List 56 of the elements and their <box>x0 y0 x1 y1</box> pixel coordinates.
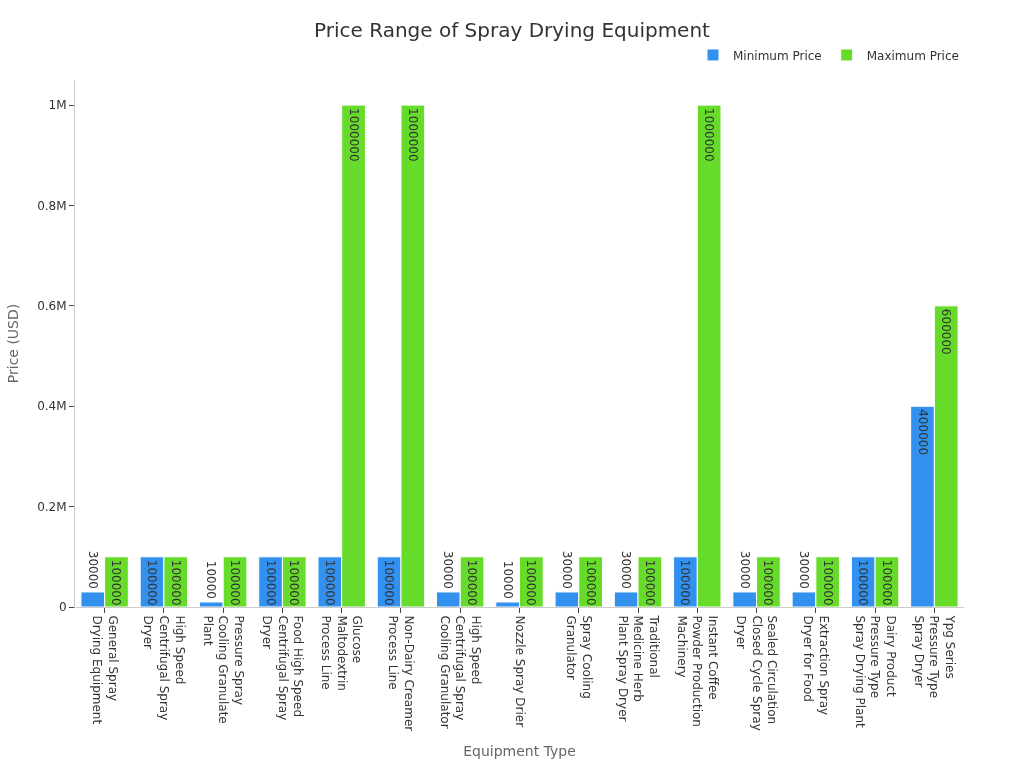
y-tick-label: 1M <box>48 98 67 113</box>
y-tick-label: 0.2M <box>37 499 67 514</box>
data-label: 100000 <box>678 559 693 606</box>
data-label: 1000000 <box>702 108 717 162</box>
data-label: 100000 <box>322 559 337 606</box>
y-axis-title: Price (USD) <box>4 303 21 384</box>
data-label: 100000 <box>263 559 278 606</box>
data-label: 30000 <box>619 550 634 589</box>
x-tick-label: General Spray Drying Equipment <box>89 615 120 725</box>
x-tick-label: Pressure Spray Cooling Granulate Plant <box>200 615 246 724</box>
data-label: 600000 <box>939 308 954 355</box>
data-label: 30000 <box>737 550 752 589</box>
data-label: 100000 <box>820 559 835 606</box>
x-tick-label: Extraction Spray Dryer for Food <box>801 615 831 716</box>
y-tick-label: 0.4M <box>37 399 67 414</box>
x-tick-label: Glucose Maltodextrin Process Line <box>319 615 365 691</box>
x-tick-label: Dairy Product Pressure Type Spray Drying Plant <box>852 615 898 729</box>
x-tick-label: High Speed Centrifugal Spray Dryer <box>141 615 187 721</box>
data-label: 30000 <box>85 550 100 589</box>
data-label: 10000 <box>204 560 219 599</box>
data-label: 100000 <box>145 559 160 606</box>
x-tick-label: Nozzle Spray Drier <box>512 615 527 728</box>
data-label: 100000 <box>168 559 183 606</box>
data-label: 100000 <box>583 559 598 606</box>
x-tick-label: Food High Speed Centrifugal Spray Dryer <box>259 615 306 721</box>
y-tick-label: 0.6M <box>37 299 67 314</box>
data-label: 100000 <box>109 559 124 606</box>
data-label: 100000 <box>856 559 871 606</box>
x-tick-label: Instant Coffee Powder Production Machinery <box>674 615 720 727</box>
x-tick-label: Spray Cooling Granulator <box>564 615 594 699</box>
data-label: 100000 <box>382 559 397 606</box>
y-tick-label: 0 <box>58 600 67 615</box>
legend-label: Minimum Price <box>733 48 822 63</box>
data-label: 100000 <box>761 559 776 606</box>
data-label: 100000 <box>879 559 894 606</box>
data-label: 30000 <box>441 550 456 589</box>
y-tick-label: 0.8M <box>37 198 67 213</box>
x-tick-label: Non-Dairy Creamer Process Line <box>386 615 416 732</box>
x-tick-label: Sealed Circulation Closed Cycle Spray Dryer <box>734 615 780 731</box>
data-label: 100000 <box>228 559 243 606</box>
x-tick-label: Traditional Medicine Herb Plant Spray Dryer <box>615 614 661 722</box>
chart-title: Price Range of Spray Drying Equipment <box>314 18 711 43</box>
data-label: 1000000 <box>405 108 420 162</box>
data-label: 1000000 <box>346 108 361 162</box>
data-label: 100000 <box>642 559 657 606</box>
data-label: 30000 <box>796 550 811 589</box>
legend-label: Maximum Price <box>866 48 959 63</box>
data-label: 100000 <box>524 559 539 606</box>
data-label: 400000 <box>915 409 930 456</box>
data-label: 30000 <box>559 550 574 589</box>
data-label: 10000 <box>500 560 515 599</box>
data-label: 100000 <box>465 559 480 606</box>
x-tick-label: High Speed Centrifugal Spray Cooling Granulator <box>437 615 483 729</box>
x-axis-title: Equipment Type <box>463 742 576 759</box>
x-tick-label: Ypg Series Pressure Type Spray Dryer <box>911 614 958 699</box>
data-label: 100000 <box>287 559 302 606</box>
